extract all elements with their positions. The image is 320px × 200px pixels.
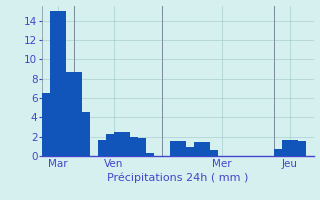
Bar — [282, 140, 290, 156]
Bar — [58, 11, 66, 156]
Bar — [114, 132, 122, 156]
Bar — [210, 150, 218, 156]
Bar — [178, 141, 186, 156]
Bar — [274, 149, 282, 156]
Bar — [130, 137, 138, 156]
Bar — [194, 142, 202, 156]
Bar — [138, 138, 146, 156]
Bar — [298, 141, 306, 156]
Bar — [290, 140, 298, 156]
X-axis label: Précipitations 24h ( mm ): Précipitations 24h ( mm ) — [107, 173, 248, 183]
Bar — [122, 132, 130, 156]
Bar — [170, 141, 178, 156]
Bar — [82, 112, 90, 156]
Bar — [42, 93, 50, 156]
Bar — [98, 140, 106, 156]
Bar — [202, 142, 210, 156]
Bar — [50, 11, 58, 156]
Bar — [186, 147, 194, 156]
Bar — [106, 134, 114, 156]
Bar — [146, 153, 154, 156]
Bar — [74, 72, 82, 156]
Bar — [66, 72, 74, 156]
